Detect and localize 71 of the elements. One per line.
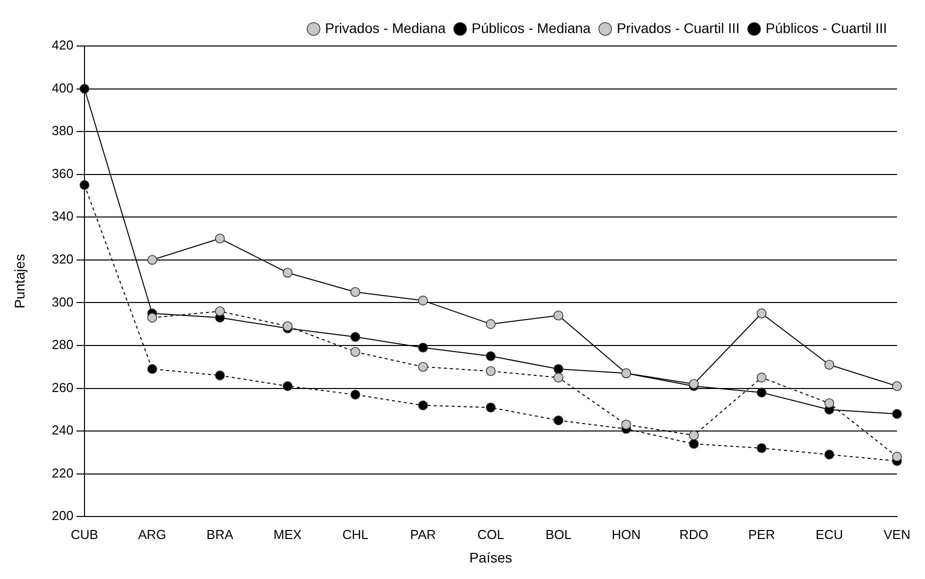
legend-label: Privados - Mediana: [325, 20, 446, 36]
y-tick-label: 380: [52, 123, 74, 138]
point: [418, 296, 428, 306]
point: [215, 306, 225, 316]
y-tick-label: 300: [52, 294, 74, 310]
point: [350, 390, 360, 400]
y-tick-label: 240: [52, 422, 74, 438]
y-tick-label: 220: [52, 465, 74, 480]
x-tick-label: BOL: [545, 526, 572, 542]
point: [418, 362, 428, 372]
x-tick-label: ECU: [816, 526, 844, 542]
point: [80, 180, 90, 190]
legend-label: Públicos - Mediana: [472, 20, 591, 36]
point: [350, 287, 360, 297]
y-tick-label: 420: [52, 38, 74, 53]
y-axis-title: Puntajes: [11, 254, 28, 309]
x-tick-label: ARG: [138, 526, 166, 542]
point: [350, 346, 360, 357]
point: [282, 268, 293, 278]
point: [892, 452, 902, 462]
legend-label: Privados - Cuartil III: [616, 20, 740, 36]
point: [554, 364, 564, 374]
y-tick-label: 320: [52, 251, 74, 266]
x-tick-label: CHL: [342, 526, 368, 542]
x-tick-label: RDO: [679, 526, 708, 542]
point: [756, 443, 766, 454]
point: [486, 366, 496, 376]
point: [756, 308, 766, 318]
point: [147, 364, 158, 374]
point: [824, 360, 834, 370]
x-tick-label: HON: [612, 526, 641, 542]
point: [147, 312, 158, 323]
point: [147, 255, 158, 265]
point: [892, 381, 902, 392]
point: [756, 388, 766, 398]
x-axis-title: Países: [469, 549, 512, 566]
point: [80, 84, 90, 94]
y-tick-label: 260: [52, 380, 74, 395]
point: [621, 420, 632, 430]
x-tick-label: PER: [748, 526, 775, 542]
point: [688, 430, 699, 440]
x-tick-label: VEN: [884, 526, 910, 542]
point: [824, 398, 834, 408]
x-tick-label: PAR: [410, 526, 436, 542]
x-tick-label: CUB: [70, 526, 98, 542]
point: [486, 402, 496, 412]
point: [418, 400, 428, 410]
point: [215, 370, 225, 380]
point: [688, 438, 699, 449]
point: [688, 379, 699, 389]
y-tick-label: 200: [52, 508, 74, 524]
point: [350, 332, 360, 342]
point: [554, 310, 564, 320]
point: [554, 372, 564, 382]
x-tick-label: COL: [477, 526, 504, 542]
point: [418, 342, 428, 353]
y-tick-label: 280: [52, 337, 74, 352]
point: [892, 409, 902, 419]
point: [824, 450, 834, 460]
y-tick-label: 400: [52, 80, 74, 96]
legend-label: Públicos - Cuartil III: [766, 20, 888, 36]
point: [486, 319, 496, 329]
y-tick-label: 360: [52, 166, 74, 181]
point: [215, 234, 225, 244]
point: [554, 415, 564, 426]
point: [282, 381, 293, 392]
x-tick-label: MEX: [274, 526, 302, 542]
x-tick-label: BRA: [206, 526, 234, 542]
point: [756, 372, 766, 382]
y-tick-label: 340: [52, 208, 74, 224]
point: [486, 351, 496, 362]
